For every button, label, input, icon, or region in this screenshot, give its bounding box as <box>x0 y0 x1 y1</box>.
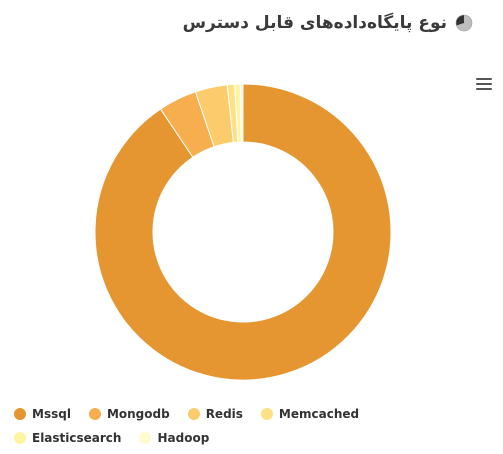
legend-item-elasticsearch[interactable]: Elasticsearch <box>14 428 121 448</box>
legend-swatch <box>187 408 200 420</box>
legend-label: Memcached <box>278 407 360 421</box>
legend-item-mssql[interactable]: Mssql <box>14 404 71 424</box>
legend-swatch <box>14 432 26 444</box>
chart-legend: Mssql Mongodb Redis Memcached Elasticsearch H… <box>14 404 494 448</box>
legend-item-hadoop[interactable]: Hadoop <box>139 428 209 448</box>
legend-swatch <box>260 408 273 420</box>
legend-item-redis[interactable]: Redis <box>187 404 243 424</box>
legend-swatch <box>88 408 101 420</box>
chart-title: نوع پایگاه‌داده‌های قابل دسترس <box>182 13 447 33</box>
pie-chart-icon <box>455 14 473 32</box>
legend-item-memcached[interactable]: Memcached <box>260 404 360 424</box>
chart-header: نوع پایگاه‌داده‌های قابل دسترس <box>183 8 473 38</box>
slice-mssql[interactable] <box>94 83 392 381</box>
hamburger-menu-icon[interactable] <box>475 76 493 92</box>
legend-label: Hadoop <box>157 431 210 445</box>
legend-label: Mssql <box>32 407 71 421</box>
legend-label: Mongodb <box>106 407 170 421</box>
legend-item-mongodb[interactable]: Mongodb <box>88 404 170 424</box>
legend-label: Redis <box>205 407 243 421</box>
legend-swatch <box>139 432 152 444</box>
slice-hadoop[interactable] <box>239 83 244 143</box>
legend-label: Elasticsearch <box>32 431 122 445</box>
legend-swatch <box>14 408 26 420</box>
